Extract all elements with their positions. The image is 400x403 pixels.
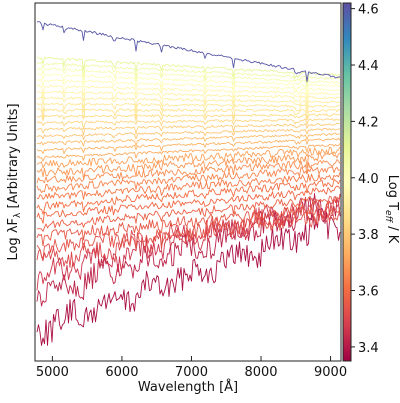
spectrum-line: [36, 67, 341, 89]
spectrum-line: [36, 208, 341, 346]
colorbar-label: Log Teff / K: [383, 175, 400, 244]
spectrum-line: [36, 137, 341, 155]
colorbar: [342, 2, 352, 362]
plot-frame: [34, 2, 342, 362]
spectrum-line: [36, 72, 341, 95]
spectrum-line: [36, 62, 341, 87]
spectrum-line: [36, 172, 341, 200]
spectrum-line: [36, 195, 341, 232]
x-tick-label: 6000: [105, 365, 138, 380]
colorbar-tick-label: 4.2: [358, 115, 379, 130]
x-axis-label: Wavelength [Å]: [138, 379, 238, 395]
spectrum-line: [36, 132, 341, 147]
y-axis-label-units: [Arbitrary Units]: [6, 103, 21, 208]
x-tick-label: 7000: [175, 365, 208, 380]
colorbar-label-subscript: eff: [383, 210, 393, 224]
spectrum-line: [36, 209, 341, 260]
x-axis: 5000 6000 7000 8000 9000: [36, 356, 347, 380]
spectrum-line: [36, 56, 341, 81]
y-axis-label-subscript: λ: [13, 212, 23, 218]
spectrum-line: [36, 201, 341, 247]
spectrum-line: [36, 143, 341, 162]
spectrum-line: [36, 193, 341, 307]
spectrum-line: [36, 21, 341, 83]
y-axis-label: Log λFλ [Arbitrary Units]: [6, 103, 23, 260]
spectrum-line: [36, 178, 341, 215]
spectrum-line: [36, 146, 341, 169]
spectrum-line: [36, 90, 341, 106]
x-tick-label: 9000: [314, 365, 347, 380]
colorbar-label-suffix: / K: [385, 222, 400, 244]
spectrum-line: [36, 195, 341, 291]
spectrum-line: [36, 185, 341, 224]
spectrum-line: [36, 159, 341, 184]
spectrum-line: [36, 166, 341, 194]
spectrum-line: [36, 127, 341, 140]
spectrum-line: [36, 152, 341, 180]
x-tick-label: 8000: [244, 365, 277, 380]
spectra-series-group: [36, 21, 341, 346]
colorbar-label-main: Log T: [385, 175, 400, 210]
spectrum-line: [36, 122, 341, 136]
colorbar-tick-label: 3.4: [358, 341, 379, 356]
y-axis-label-main: Log λF: [6, 218, 21, 261]
x-tick-label: 5000: [36, 365, 69, 380]
colorbar-ticks: 3.4 3.6 3.8 4.0 4.2 4.4 4.6: [351, 3, 379, 356]
spectrum-line: [36, 96, 341, 111]
spectrum-line: [36, 113, 341, 122]
colorbar-tick-label: 4.4: [358, 59, 379, 74]
colorbar-tick-label: 4.0: [358, 172, 379, 187]
spectrum-line: [36, 84, 341, 102]
spectrum-line: [36, 78, 341, 100]
spectrum-line: [36, 193, 341, 268]
colorbar-tick-label: 3.6: [358, 285, 379, 300]
colorbar-tick-label: 4.6: [358, 3, 379, 18]
colorbar-tick-label: 3.8: [358, 228, 379, 243]
spectrum-line: [36, 118, 341, 130]
spectrum-line: [36, 102, 341, 114]
spectrum-line: [36, 108, 341, 120]
